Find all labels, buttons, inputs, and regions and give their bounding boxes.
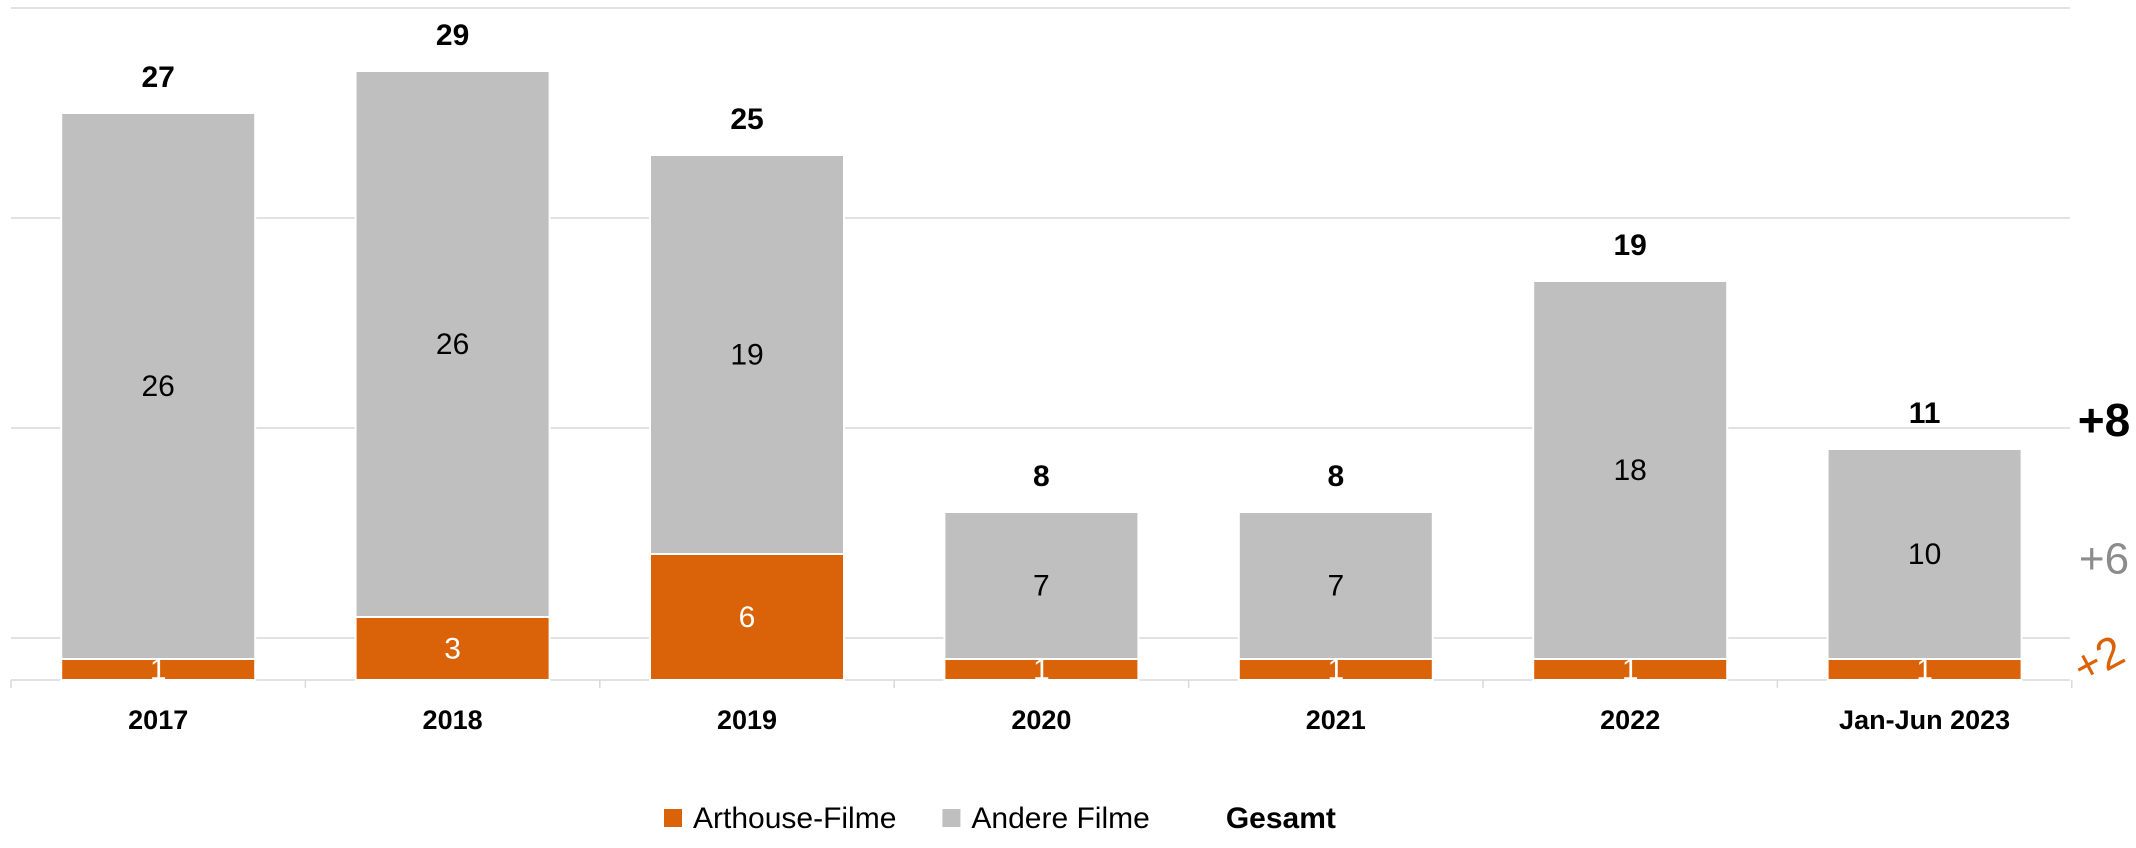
bar-segment	[354, 616, 551, 681]
segment-label: 1	[1916, 653, 1933, 686]
segment-label: 1	[1622, 653, 1639, 686]
segment-label: 18	[1614, 454, 1647, 487]
x-tick-label: 2018	[423, 705, 483, 735]
x-tick-label: 2021	[1306, 705, 1366, 735]
legend-label: Gesamt	[1226, 802, 1336, 835]
bar-segment	[649, 553, 845, 681]
total-label: 8	[1327, 460, 1344, 493]
x-tick-label: 2020	[1011, 705, 1071, 735]
legend-swatch	[664, 809, 682, 827]
bar-segment	[1237, 511, 1434, 660]
annotation: +6	[2079, 535, 2129, 584]
total-label: 29	[436, 19, 469, 52]
bar-segment	[1532, 280, 1729, 660]
segment-label: 10	[1908, 538, 1941, 571]
x-tick-label: 2017	[128, 705, 188, 735]
segment-label: 26	[142, 370, 175, 403]
bar-segment	[1826, 448, 2023, 660]
total-label: 19	[1614, 229, 1647, 262]
segment-label: 19	[730, 338, 763, 371]
bar-segment	[943, 511, 1140, 660]
legend-swatch	[942, 809, 961, 827]
legend-label: Arthouse-Filme	[693, 802, 896, 835]
annotation: +2	[2065, 626, 2132, 693]
bar-segment	[60, 112, 257, 660]
x-tick-label: 2019	[717, 705, 777, 735]
bar-segment	[649, 154, 845, 555]
total-label: 25	[730, 103, 763, 136]
legend-label: Andere Filme	[971, 802, 1149, 835]
segment-label: 3	[444, 632, 461, 665]
segment-label: 1	[1033, 653, 1050, 686]
x-tick-label: 2022	[1600, 705, 1660, 735]
total-label: 8	[1033, 460, 1050, 493]
segment-label: 6	[739, 601, 756, 634]
total-label: 11	[1909, 397, 1941, 430]
segment-label: 1	[1327, 653, 1344, 686]
segment-label: 7	[1033, 569, 1050, 602]
annotation: +8	[2078, 394, 2130, 446]
bar-segment	[354, 70, 551, 618]
segment-label: 7	[1327, 569, 1344, 602]
x-tick-label: Jan-Jun 2023	[1839, 705, 2010, 735]
total-label: 27	[142, 61, 175, 94]
segment-label: 26	[436, 328, 469, 361]
segment-label: 1	[150, 653, 167, 686]
